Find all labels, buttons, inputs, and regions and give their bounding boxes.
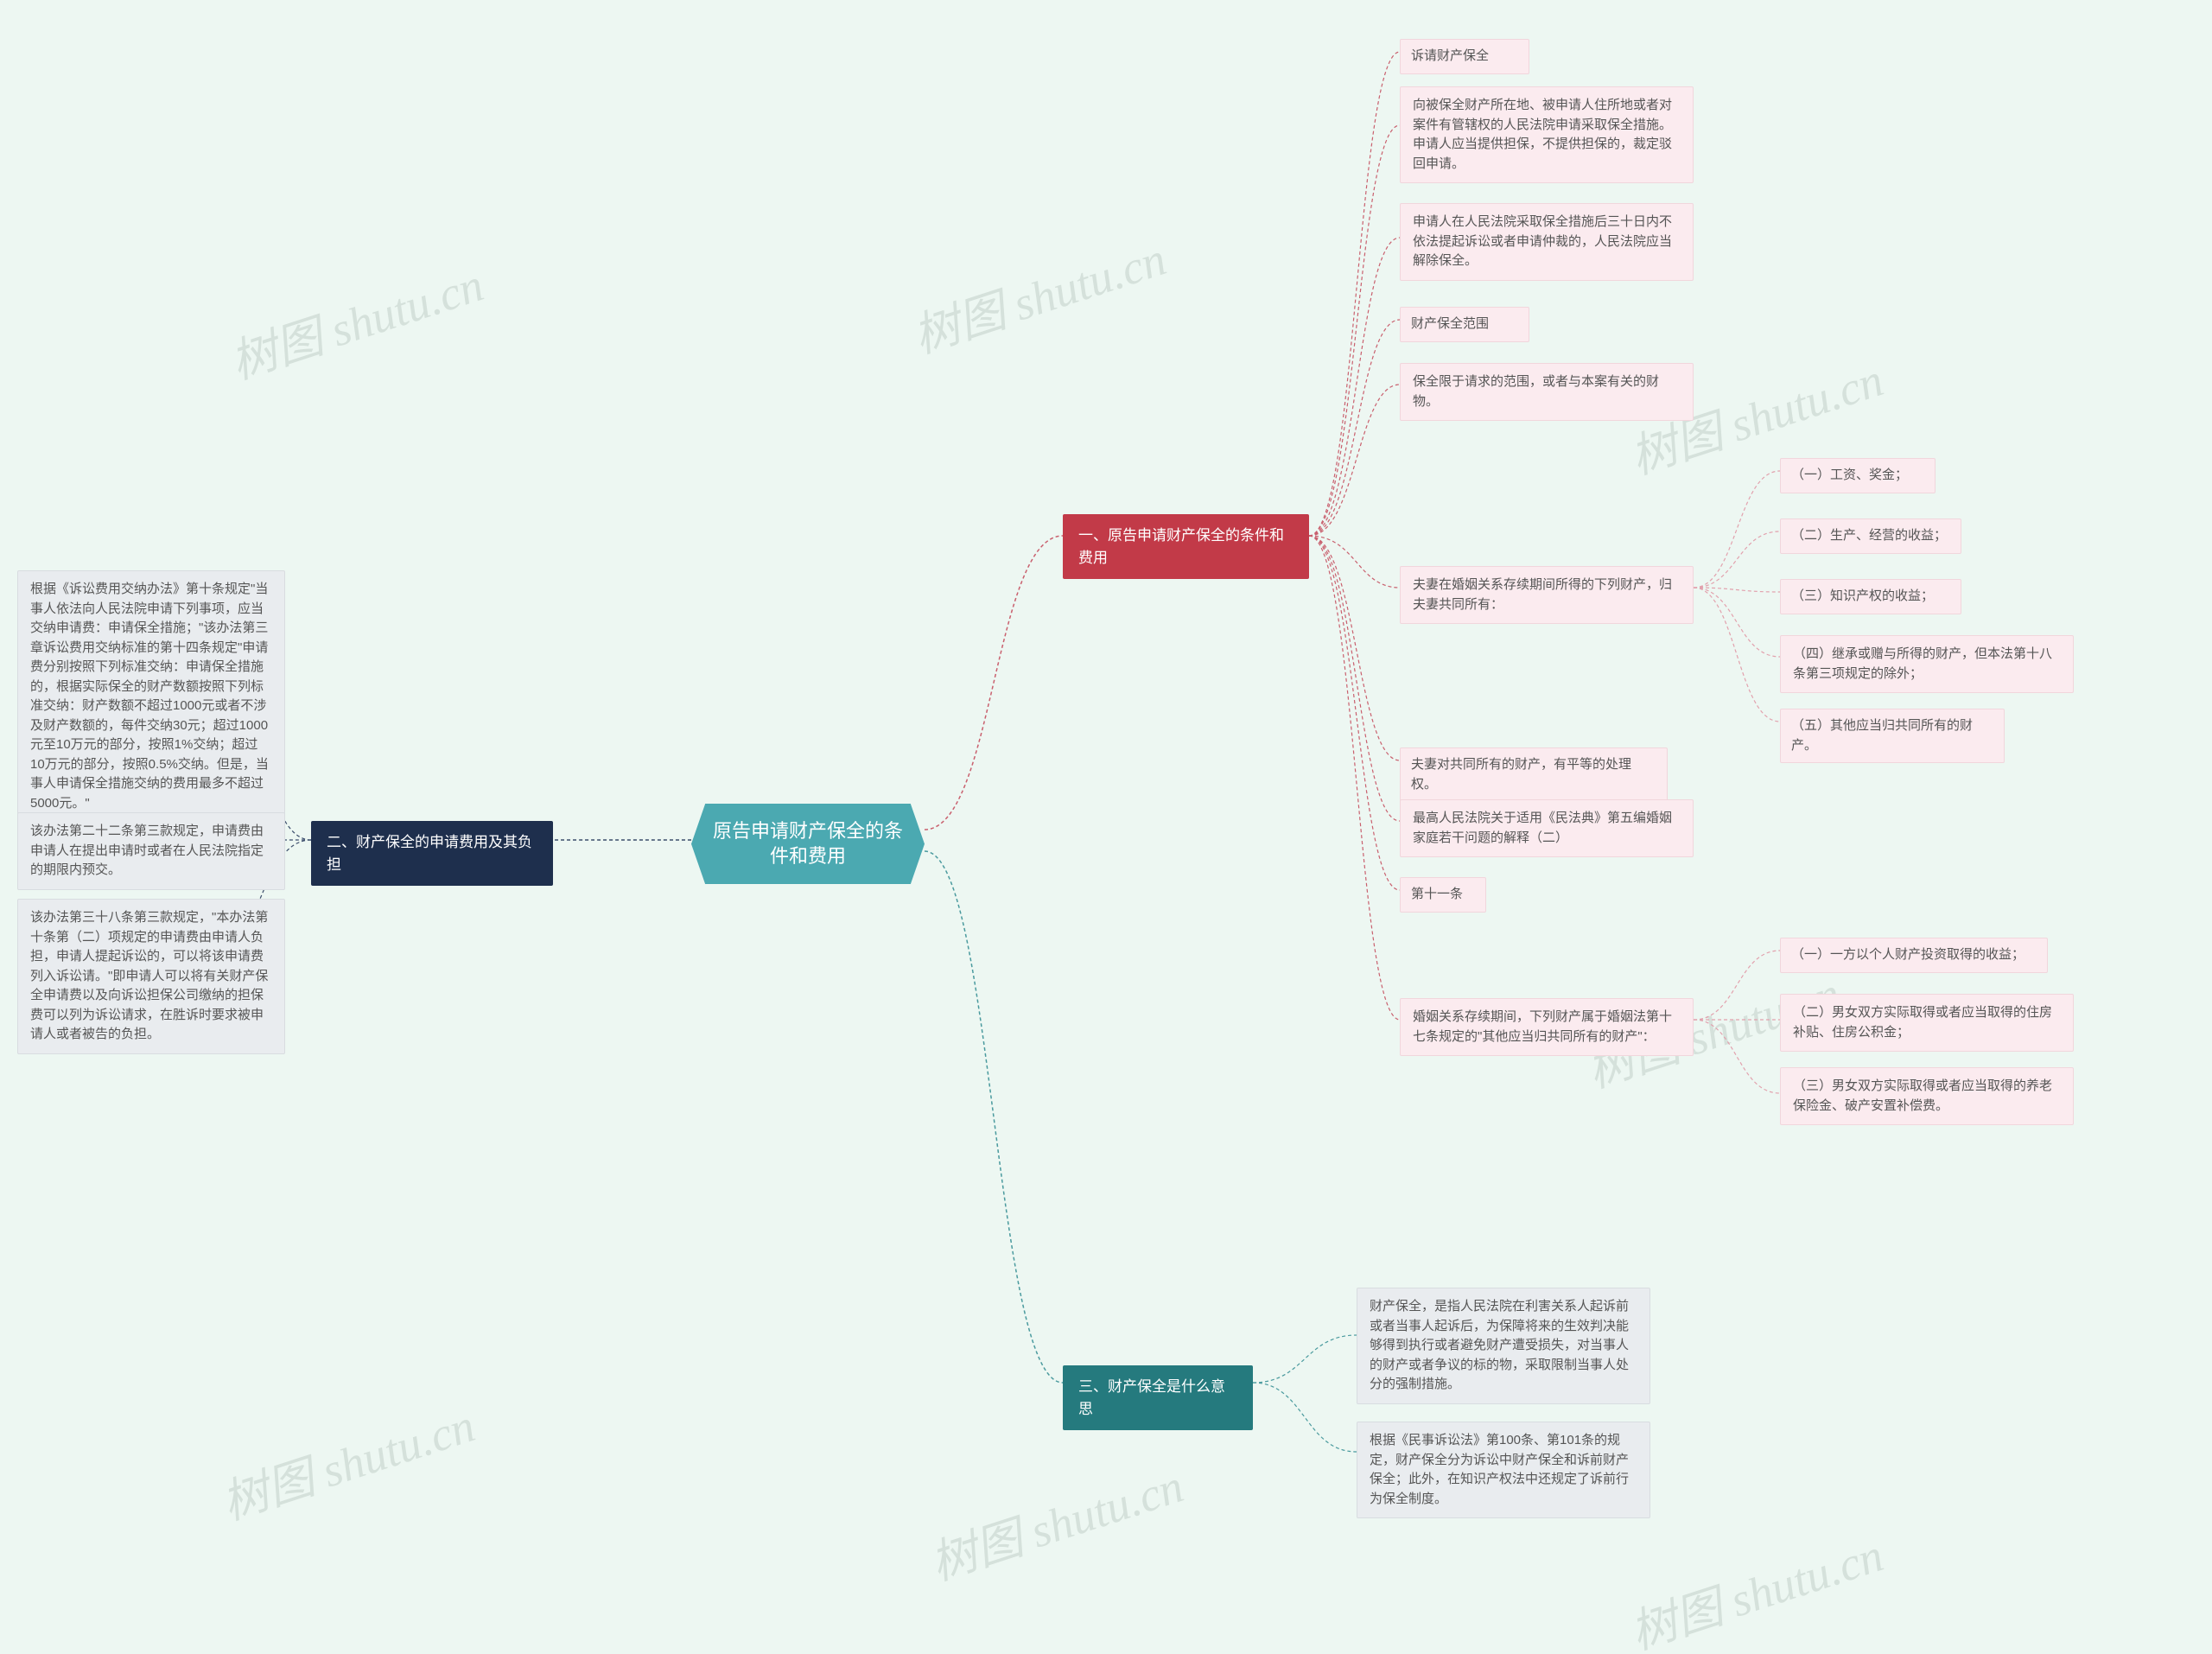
b1-n6c: （三）知识产权的收益； — [1780, 579, 1961, 614]
b1-n3: 申请人在人民法院采取保全措施后三十日内不依法提起诉讼或者申请仲裁的，人民法院应当… — [1400, 203, 1694, 281]
branch-3: 三、财产保全是什么意思 — [1063, 1365, 1253, 1430]
b1-n6b: （二）生产、经营的收益； — [1780, 518, 1961, 554]
b1-n1: 诉请财产保全 — [1400, 39, 1529, 74]
watermark: 树图 shutu.cn — [220, 246, 491, 392]
b1-n8: 最高人民法院关于适用《民法典》第五编婚姻家庭若干问题的解释（二） — [1400, 799, 1694, 857]
b2-n1: 根据《诉讼费用交纳办法》第十条规定"当事人依法向人民法院申请下列事项，应当交纳申… — [17, 570, 285, 823]
b2-n3: 该办法第三十八条第三款规定，"本办法第十条第（二）项规定的申请费由申请人负担，申… — [17, 899, 285, 1054]
branch-1: 一、原告申请财产保全的条件和费用 — [1063, 514, 1309, 579]
watermark: 树图 shutu.cn — [1620, 1517, 1891, 1654]
b1-n6e: （五）其他应当归共同所有的财产。 — [1780, 709, 2005, 763]
b3-n1: 财产保全，是指人民法院在利害关系人起诉前或者当事人起诉后，为保障将来的生效判决能… — [1357, 1288, 1650, 1404]
b1-n10b: （二）男女双方实际取得或者应当取得的住房补贴、住房公积金； — [1780, 994, 2074, 1052]
b1-n10a: （一）一方以个人财产投资取得的收益； — [1780, 938, 2048, 973]
b1-n7: 夫妻对共同所有的财产，有平等的处理权。 — [1400, 747, 1668, 802]
b2-n2: 该办法第二十二条第三款规定，申请费由申请人在提出申请时或者在人民法院指定的期限内… — [17, 812, 285, 890]
b1-n6a: （一）工资、奖金； — [1780, 458, 1936, 493]
b1-n6: 夫妻在婚姻关系存续期间所得的下列财产，归夫妻共同所有： — [1400, 566, 1694, 624]
branch-2: 二、财产保全的申请费用及其负担 — [311, 821, 553, 886]
watermark: 树图 shutu.cn — [920, 1447, 1191, 1594]
root-node: 原告申请财产保全的条件和费用 — [691, 804, 925, 884]
b1-n5: 保全限于请求的范围，或者与本案有关的财物。 — [1400, 363, 1694, 421]
watermark: 树图 shutu.cn — [212, 1387, 482, 1533]
watermark: 树图 shutu.cn — [903, 220, 1173, 366]
b1-n10c: （三）男女双方实际取得或者应当取得的养老保险金、破产安置补偿费。 — [1780, 1067, 2074, 1125]
b1-n10: 婚姻关系存续期间，下列财产属于婚姻法第十七条规定的"其他应当归共同所有的财产"： — [1400, 998, 1694, 1056]
b1-n6d: （四）继承或赠与所得的财产，但本法第十八条第三项规定的除外； — [1780, 635, 2074, 693]
b3-n2: 根据《民事诉讼法》第100条、第101条的规定，财产保全分为诉讼中财产保全和诉前… — [1357, 1422, 1650, 1518]
b1-n9: 第十一条 — [1400, 877, 1486, 913]
b1-n2: 向被保全财产所在地、被申请人住所地或者对案件有管辖权的人民法院申请采取保全措施。… — [1400, 86, 1694, 183]
b1-n4: 财产保全范围 — [1400, 307, 1529, 342]
